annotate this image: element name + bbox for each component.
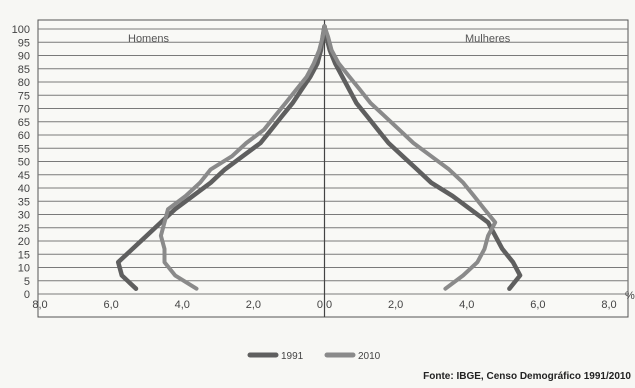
- y-tick-label: 30: [18, 210, 30, 222]
- grid-lines: [38, 20, 628, 317]
- x-axis-ticks: 8,0 6,0 4,0 2,0 0,0 2,0 4,0 6,0 8,0: [32, 299, 616, 311]
- x-unit-label: %: [625, 290, 635, 302]
- x-tick-label: 6,0: [530, 299, 545, 311]
- series-lines: [115, 24, 523, 291]
- y-tick-label: 5: [24, 276, 30, 288]
- x-tick-label: 8,0: [32, 299, 47, 311]
- right-gender-label: Mulheres: [465, 33, 511, 45]
- x-tick-label: 4,0: [459, 299, 474, 311]
- y-tick-label: 0: [24, 289, 30, 301]
- series-line-2010-female: [322, 24, 498, 291]
- x-tick-label: 8,0: [601, 299, 616, 311]
- y-tick-label: 80: [18, 77, 30, 89]
- x-tick-label: 4,0: [175, 299, 190, 311]
- y-tick-label: 60: [18, 130, 30, 142]
- plot-frame: [37, 19, 629, 318]
- x-tick-label: 0,0: [317, 299, 332, 311]
- y-tick-label: 25: [18, 223, 30, 235]
- x-tick-label: 2,0: [246, 299, 261, 311]
- source-note: Fonte: IBGE, Censo Demográfico 1991/2010: [423, 371, 631, 382]
- plot-area: [37, 19, 629, 318]
- x-tick-label: 2,0: [388, 299, 403, 311]
- legend-label-2010: 2010: [358, 351, 381, 362]
- series-line-2010-male: [158, 24, 327, 291]
- legend-label-1991: 1991: [281, 351, 304, 362]
- y-tick-label: 75: [18, 90, 30, 102]
- y-tick-label: 10: [18, 263, 30, 275]
- y-tick-label: 50: [18, 157, 30, 169]
- y-tick-label: 100: [12, 24, 30, 36]
- y-tick-label: 70: [18, 104, 30, 116]
- series-line-1991-male: [115, 24, 327, 291]
- y-tick-label: 95: [18, 37, 30, 49]
- y-tick-label: 85: [18, 64, 30, 76]
- series-line-1991-female: [322, 24, 523, 291]
- y-tick-label: 20: [18, 236, 30, 248]
- legend: 1991 2010: [247, 351, 381, 362]
- y-tick-label: 90: [18, 51, 30, 63]
- y-tick-label: 45: [18, 170, 30, 182]
- y-tick-label: 35: [18, 196, 30, 208]
- y-tick-label: 40: [18, 183, 30, 195]
- y-tick-label: 55: [18, 143, 30, 155]
- y-tick-label: 15: [18, 249, 30, 261]
- y-tick-label: 65: [18, 117, 30, 129]
- left-gender-label: Homens: [128, 33, 169, 45]
- x-tick-label: 6,0: [103, 299, 118, 311]
